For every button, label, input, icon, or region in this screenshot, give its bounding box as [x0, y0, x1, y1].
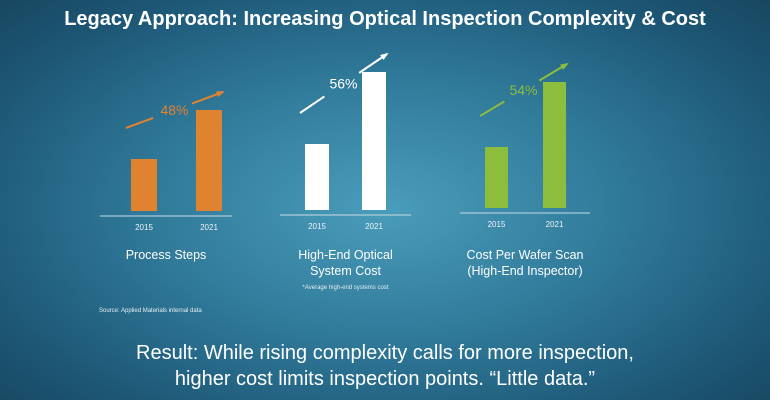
chart-title: High-End Optical: [298, 248, 393, 262]
chart-title: System Cost: [310, 264, 381, 278]
bar-chart-2: 2015 2021 56% High-End Optical System Cost *A…: [280, 52, 411, 291]
trend-line: [299, 95, 325, 114]
chart-title: (High-End Inspector): [467, 264, 582, 278]
bar-2015: [305, 144, 329, 210]
bar-2015: [131, 159, 157, 211]
bar-chart-1: 2015 2021 48% Process Steps: [100, 91, 232, 262]
growth-label: 56%: [329, 76, 357, 92]
x-tick-label: 2015: [308, 222, 326, 231]
x-tick-label: 2021: [200, 223, 218, 232]
x-tick-label: 2021: [546, 220, 564, 229]
x-tick-label: 2015: [488, 220, 506, 229]
growth-label: 48%: [160, 102, 188, 118]
slide-title: Legacy Approach: Increasing Optical Insp…: [64, 8, 706, 30]
arrowhead-icon: [380, 52, 389, 61]
arrowhead-icon: [216, 91, 225, 98]
result-line: higher cost limits inspection points. “L…: [174, 368, 596, 390]
result-line: Result: While rising complexity calls fo…: [136, 342, 634, 364]
bar-2021: [362, 72, 386, 210]
arrowhead-icon: [560, 62, 569, 70]
chart-footnote: *Average high-end systems cost: [303, 285, 389, 291]
source-note: Source: Applied Materials internal data: [99, 308, 202, 314]
x-tick-label: 2021: [365, 222, 383, 231]
chart-title: Process Steps: [126, 248, 207, 262]
bar-2015: [485, 147, 508, 208]
chart-title: Cost Per Wafer Scan: [467, 248, 584, 262]
growth-label: 54%: [509, 82, 537, 98]
bar-2021: [196, 110, 222, 211]
bar-2021: [543, 82, 566, 208]
trend-line: [479, 100, 505, 117]
result-text: Result: While rising complexity calls fo…: [0, 340, 770, 392]
x-tick-label: 2015: [135, 223, 153, 232]
trend-line: [125, 116, 154, 129]
bar-chart-3: 2015 2021 54% Cost Per Wafer Scan (High-End …: [460, 62, 590, 278]
